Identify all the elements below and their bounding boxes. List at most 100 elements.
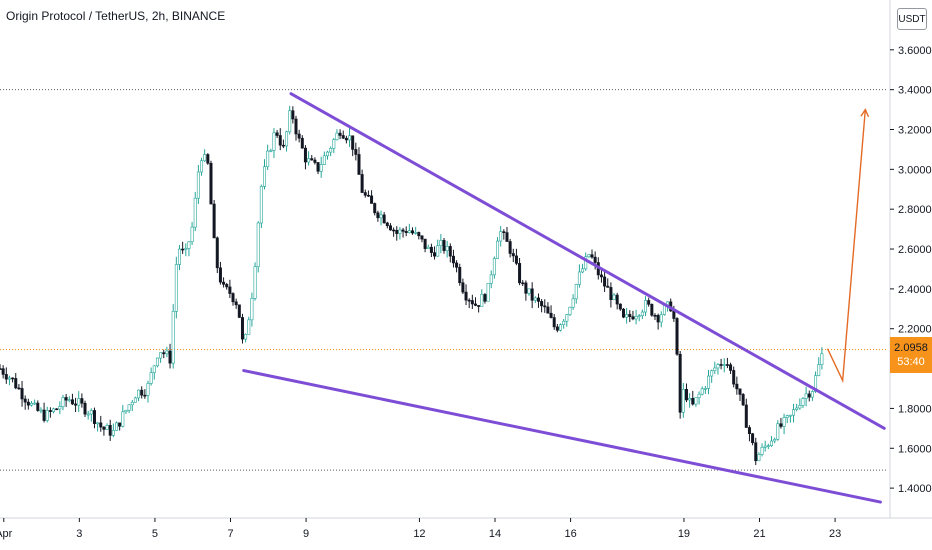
candle-body: [247, 319, 251, 335]
candle-body: [61, 397, 65, 408]
candle-body: [162, 352, 166, 355]
candle-body: [782, 417, 786, 427]
candle-body: [562, 320, 566, 326]
candle-body: [492, 258, 496, 276]
y-tick-label: 2.4000: [898, 284, 932, 296]
candle-body: [26, 401, 30, 406]
candle-body: [222, 281, 226, 285]
candle-body: [486, 283, 490, 302]
candle-body: [543, 305, 547, 308]
candle-body: [181, 248, 185, 251]
candle-body: [518, 263, 522, 284]
candle-body: [388, 225, 392, 231]
candle-body: [524, 282, 528, 294]
candle-body: [480, 294, 484, 307]
candle-body: [212, 203, 216, 239]
candle-body: [137, 389, 141, 399]
candle-body: [256, 222, 260, 267]
candle-body: [606, 285, 610, 288]
candle-body: [121, 411, 125, 427]
candle-body: [722, 364, 726, 366]
y-tick-label: 3.0000: [898, 164, 932, 176]
y-tick-label: 2.6000: [898, 244, 932, 256]
candle-body: [414, 232, 418, 234]
candle-body: [392, 229, 396, 232]
candle-body: [678, 353, 682, 413]
candle-body: [716, 364, 720, 369]
bar-countdown: 53:40: [897, 356, 925, 368]
candle-body: [363, 192, 367, 196]
candle-body: [442, 240, 446, 251]
candle-body: [659, 314, 663, 323]
candle-body: [206, 154, 210, 164]
candle-body: [681, 389, 685, 413]
candle-body: [439, 240, 443, 247]
candle-body: [171, 311, 175, 364]
candle-body: [571, 298, 575, 308]
candle-body: [294, 118, 298, 135]
arrow-head-icon: [860, 108, 870, 118]
candle-body: [467, 299, 471, 302]
candle-body: [496, 240, 500, 259]
candle-body: [203, 154, 207, 162]
projection-arrow[interactable]: [826, 109, 867, 384]
candle-body: [458, 267, 462, 283]
candle-body: [744, 404, 748, 428]
candle-body: [700, 388, 704, 395]
candle-body: [747, 427, 751, 434]
x-tick-label: 7: [227, 528, 233, 540]
candle-body: [319, 164, 323, 172]
currency-button[interactable]: USDT: [897, 8, 927, 30]
candle-body: [489, 274, 493, 284]
candle-body: [448, 246, 452, 257]
candle-body: [521, 282, 525, 285]
y-tick-label: 3.2000: [898, 125, 932, 137]
candle-body: [322, 155, 326, 165]
candle-body: [710, 370, 714, 377]
candle-body: [814, 375, 818, 392]
candle-body: [470, 300, 474, 305]
candle-body: [338, 132, 342, 136]
trendline[interactable]: [289, 92, 886, 430]
candle-body: [231, 293, 235, 303]
candle-body: [801, 398, 805, 406]
candle-body: [14, 378, 18, 389]
candle-body: [527, 288, 531, 294]
candle-body: [464, 291, 468, 301]
x-tick-label: 9: [303, 528, 309, 540]
candle-body: [39, 409, 43, 412]
candle-body: [445, 246, 449, 251]
candle-body: [565, 314, 569, 322]
candle-body: [461, 282, 465, 293]
candle-body: [33, 402, 37, 405]
candle-body: [807, 393, 811, 398]
candle-body: [124, 409, 128, 413]
candle-body: [499, 231, 503, 242]
candle-body: [385, 222, 389, 227]
y-tick-label: 2.2000: [898, 324, 932, 336]
candle-body: [108, 425, 112, 436]
candle-body: [0, 368, 2, 370]
candle-body: [810, 391, 814, 398]
candle-body: [303, 147, 307, 163]
candle-body: [253, 266, 257, 299]
candle-body: [426, 246, 430, 249]
x-tick-label: 3: [76, 528, 82, 540]
y-tick-label: 3.4000: [898, 85, 932, 97]
candle-body: [20, 388, 24, 400]
candle-body: [159, 352, 163, 359]
candle-body: [152, 365, 156, 373]
trendline[interactable]: [242, 369, 882, 504]
candle-body: [193, 197, 197, 228]
candle-body: [540, 301, 544, 307]
candle-body: [240, 317, 244, 340]
candle-body: [760, 446, 764, 455]
candle-body: [763, 445, 767, 448]
candle-body: [549, 312, 553, 318]
candle-body: [653, 314, 657, 317]
candle-body: [29, 402, 33, 406]
candle-body: [552, 317, 556, 328]
candle-body: [177, 248, 181, 265]
y-tick-label: 1.6000: [898, 443, 932, 455]
